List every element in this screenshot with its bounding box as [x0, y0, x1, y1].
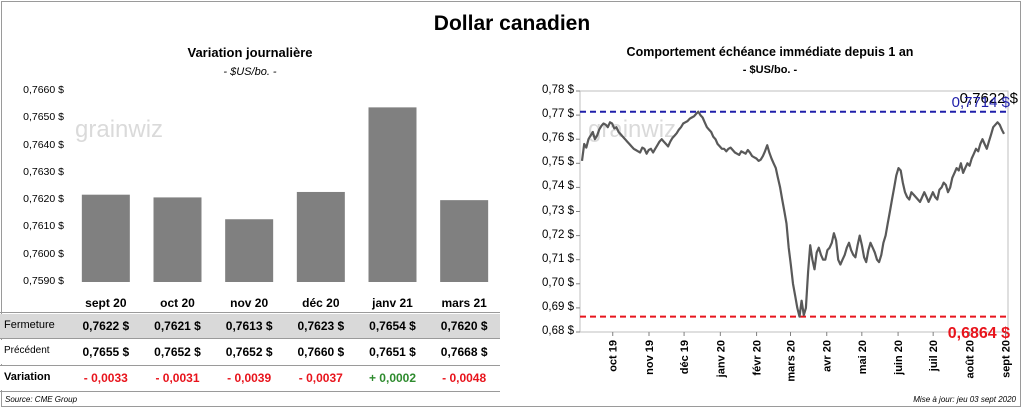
y-tick-label: 0,76 $ [542, 132, 574, 145]
bar-déc-20 [296, 191, 345, 282]
x-tick-label: juil 20 [928, 340, 940, 372]
table-rule [0, 312, 500, 313]
table-rule [0, 391, 500, 392]
x-tick-label: oct 19 [608, 340, 620, 372]
y-tick-label: 0,7630 $ [23, 165, 64, 178]
y-tick-label: 0,72 $ [542, 228, 574, 241]
high-value-label: 0,7714 $ [952, 94, 1011, 111]
bar-oct-20 [153, 197, 202, 282]
page-title: Dollar canadien [433, 12, 591, 35]
category-label: nov 20 [230, 296, 269, 310]
last-value-label: 0,7622 $ [960, 90, 1019, 107]
y-tick-label: 0,71 $ [542, 252, 574, 265]
bar-sept-20 [81, 194, 130, 282]
source-note: Source: CME Group [5, 395, 78, 404]
table-cell: 0,7651 $ [369, 345, 416, 359]
table-cell: + 0,0002 [368, 371, 417, 385]
x-tick-label: mars 20 [785, 340, 797, 382]
table-row-variation: Variation [0, 366, 500, 390]
table-cell: 0,7654 $ [369, 319, 416, 333]
x-tick-label: sept 20 [1001, 340, 1013, 378]
row-label: Précédent [4, 345, 50, 356]
table-cell: 0,7621 $ [154, 319, 201, 333]
x-tick-label: mai 20 [857, 340, 869, 374]
y-tick-label: 0,7600 $ [23, 247, 64, 260]
y-tick-label: 0,68 $ [542, 325, 574, 337]
y-tick-label: 0,7640 $ [23, 138, 64, 151]
table-cell: 0,7622 $ [82, 319, 130, 333]
table-cell: 0,7623 $ [297, 319, 345, 333]
y-tick-label: 0,77 $ [542, 108, 574, 121]
y-tick-label: 0,70 $ [542, 276, 574, 289]
x-tick-label: août 20 [964, 340, 976, 379]
bar-janv-21 [368, 107, 417, 282]
category-label: oct 20 [160, 296, 195, 310]
y-tick-label: 0,73 $ [542, 204, 574, 217]
x-tick-label: juin 20 [893, 340, 905, 376]
y-tick-label: 0,78 $ [542, 84, 574, 96]
table-rule [0, 338, 500, 339]
table-cell: 0,7668 $ [440, 345, 488, 359]
category-label: mars 21 [441, 296, 487, 310]
table-row-fermeture: Fermeture [0, 314, 500, 338]
table-cell: - 0,0048 [442, 371, 487, 385]
y-tick-label: 0,7610 $ [23, 220, 64, 233]
y-tick-label: 0,7660 $ [23, 84, 64, 96]
row-label: Fermeture [4, 319, 55, 331]
y-tick-label: 0,75 $ [542, 156, 574, 169]
table-cell: 0,7613 $ [225, 319, 273, 333]
price-line [580, 110, 1005, 318]
left-chart-subtitle: - $US/bo. - [223, 66, 277, 78]
y-tick-label: 0,7650 $ [23, 111, 64, 124]
watermark-left: grainwiz [75, 116, 163, 143]
y-tick-label: 0,69 $ [542, 300, 574, 313]
category-label: sept 20 [85, 296, 127, 310]
category-label: janv 21 [372, 296, 413, 310]
update-note: Mise à jour: jeu 03 sept 2020 [913, 395, 1016, 404]
table-cell: 0,7620 $ [440, 319, 488, 333]
row-label: Variation [4, 371, 51, 383]
table-row-precedent: Précédent [0, 340, 500, 364]
table-cell: 0,7652 $ [154, 345, 201, 359]
y-tick-label: 0,7620 $ [23, 193, 64, 206]
table-cell: 0,7652 $ [225, 345, 273, 359]
table-cell: - 0,0039 [227, 371, 272, 385]
right-chart-title: Comportement échéance immédiate depuis 1… [626, 45, 914, 59]
table-cell: 0,7655 $ [82, 345, 130, 359]
x-tick-label: nov 19 [644, 340, 656, 375]
x-tick-label: déc 19 [679, 340, 691, 374]
left-chart-title: Variation journalière [187, 45, 313, 60]
table-cell: - 0,0031 [155, 371, 200, 385]
y-tick-label: 0,7590 $ [23, 275, 64, 287]
right-chart-subtitle: - $US/bo. - [742, 64, 798, 76]
table-cell: - 0,0033 [83, 371, 128, 385]
table-rule [0, 365, 500, 366]
x-tick-label: janv 20 [715, 340, 727, 378]
table-cell: - 0,0037 [298, 371, 343, 385]
category-label: déc 20 [302, 296, 340, 310]
low-value-label: 0,6864 $ [948, 325, 1010, 342]
y-tick-label: 0,74 $ [542, 180, 574, 193]
bar-chart: grainwiz [75, 107, 489, 282]
bar-nov-20 [225, 219, 274, 282]
x-tick-label: avr 20 [822, 340, 834, 372]
bar-mars-21 [440, 200, 489, 282]
x-tick-label: févr 20 [752, 340, 764, 375]
table-cell: 0,7660 $ [297, 345, 345, 359]
